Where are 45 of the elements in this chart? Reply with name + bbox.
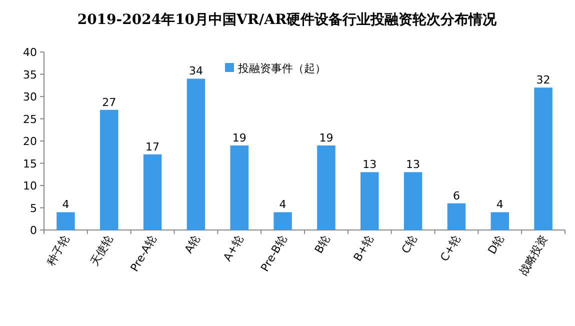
data-label: 32 <box>536 74 550 87</box>
bar <box>447 203 466 230</box>
y-tick-label: 35 <box>23 68 37 82</box>
y-tick-label: 0 <box>30 224 37 237</box>
data-label: 34 <box>188 64 203 78</box>
x-tick-label: C+轮 <box>438 233 464 264</box>
bar <box>186 78 206 230</box>
data-label: 13 <box>406 158 420 172</box>
bar <box>317 145 336 230</box>
data-label: 27 <box>102 96 116 109</box>
x-tick-label: B+轮 <box>351 233 376 264</box>
bar <box>274 212 292 230</box>
y-tick-label: 5 <box>30 202 37 215</box>
x-tick-label: C轮 <box>399 233 420 256</box>
data-label: 13 <box>362 158 377 172</box>
data-label: 17 <box>146 140 160 154</box>
bar <box>490 212 509 230</box>
x-tick-label: D轮 <box>485 233 506 256</box>
x-tick-label: 种子轮 <box>44 233 72 268</box>
x-tick-label: B轮 <box>312 233 333 256</box>
bar <box>404 172 422 230</box>
bar <box>143 154 162 230</box>
data-label: 19 <box>319 131 334 144</box>
y-tick-label: 25 <box>23 112 37 126</box>
data-label: 4 <box>496 198 504 212</box>
data-label: 19 <box>232 131 246 144</box>
x-tick-label: 天使轮 <box>88 233 116 268</box>
y-tick-label: 30 <box>23 90 37 104</box>
data-label: 6 <box>452 189 460 202</box>
y-tick-label: 10 <box>23 180 37 192</box>
data-label: 4 <box>279 198 286 212</box>
bar <box>100 110 118 230</box>
legend-label: 投融资事件（起） <box>237 62 326 75</box>
bar <box>56 212 75 230</box>
bar <box>360 172 379 230</box>
x-tick-label: A轮 <box>182 233 203 256</box>
y-tick-label: 20 <box>23 135 37 148</box>
bar <box>534 88 552 230</box>
title: 2019-2024年10月中国VR/AR硬件设备行业投融资轮次分布情况 <box>77 12 497 28</box>
data-label: 4 <box>62 198 70 212</box>
x-tick-label: A+轮 <box>220 233 246 264</box>
x-tick-label: 战略投资 <box>516 233 550 278</box>
y-tick-label: 15 <box>23 157 37 170</box>
bar <box>230 145 248 230</box>
y-tick-label: 40 <box>23 46 37 59</box>
